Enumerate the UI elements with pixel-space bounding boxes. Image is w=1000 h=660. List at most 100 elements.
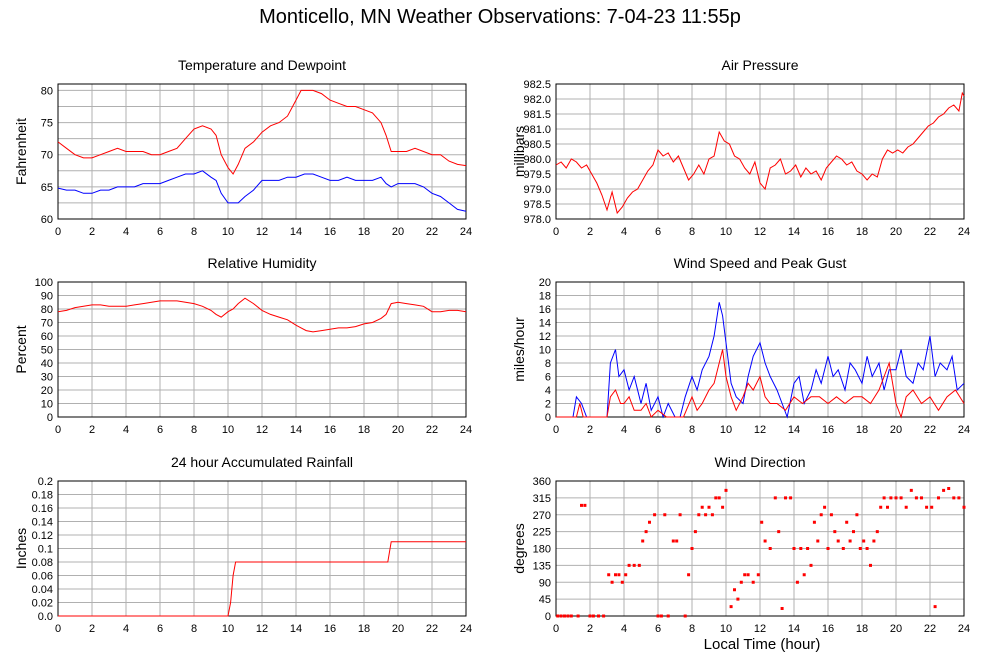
rain-xtick-label: 8 xyxy=(191,623,197,635)
direction-point xyxy=(848,539,852,543)
wind-xtick-label: 18 xyxy=(856,424,868,436)
temp-series-line-0 xyxy=(57,89,467,175)
direction-point xyxy=(852,530,855,534)
direction-xtick-label: 6 xyxy=(655,623,661,635)
direction-point xyxy=(784,496,787,500)
direction-point xyxy=(710,513,714,517)
direction-point xyxy=(576,614,580,618)
direction-point xyxy=(823,505,827,509)
temp-ytick-label: 80 xyxy=(41,85,53,97)
direction-point xyxy=(627,563,631,567)
rain-ytick-label: 0.18 xyxy=(32,490,53,502)
direction-xtick-label: 18 xyxy=(856,623,868,635)
direction-title: Wind Direction xyxy=(714,454,805,470)
pressure-title: Air Pressure xyxy=(721,57,798,73)
rain-ytick-label: 0.08 xyxy=(32,557,53,569)
direction-ylabel: degrees xyxy=(511,523,527,574)
pressure-ytick-label: 982.5 xyxy=(523,79,551,91)
direction-xtick-label: 12 xyxy=(754,623,766,635)
direction-point xyxy=(879,505,883,509)
direction-point xyxy=(620,580,624,584)
direction-point xyxy=(632,563,636,567)
pressure-xtick-label: 14 xyxy=(788,226,800,238)
direction-point xyxy=(563,614,566,618)
pressure-xtick-label: 2 xyxy=(587,226,593,238)
direction-point xyxy=(920,496,923,500)
rain-series-line-0 xyxy=(58,541,466,617)
pressure-frame xyxy=(555,83,965,220)
direction-point xyxy=(714,496,718,500)
direction-frame xyxy=(555,480,965,617)
direction-ytick-label: 360 xyxy=(533,476,551,488)
direction-point xyxy=(760,520,764,524)
direction-point xyxy=(763,539,767,543)
direction-point xyxy=(591,614,595,618)
direction-point xyxy=(617,573,621,577)
direction-point xyxy=(862,539,866,543)
direction-point xyxy=(855,513,859,517)
humidity-ytick-label: 10 xyxy=(41,399,53,411)
wind-ytick-label: 10 xyxy=(539,345,551,357)
temp-title: Temperature and Dewpoint xyxy=(178,57,346,73)
direction-point xyxy=(700,505,704,509)
humidity-ylabel: Percent xyxy=(13,325,29,373)
wind-ytick-label: 4 xyxy=(545,385,551,397)
direction-point xyxy=(780,607,784,610)
direction-ytick-label: 315 xyxy=(533,493,551,505)
direction-xtick-label: 16 xyxy=(822,623,834,635)
direction-point xyxy=(721,505,725,509)
direction-point xyxy=(894,496,898,500)
direction-ytick-label: 180 xyxy=(533,544,551,556)
humidity-xtick-label: 12 xyxy=(256,424,268,436)
direction-point xyxy=(693,530,697,534)
humidity-ytick-label: 0 xyxy=(47,412,53,424)
rain-xtick-label: 0 xyxy=(55,623,61,635)
rain-xtick-label: 10 xyxy=(222,623,234,635)
wind-xtick-label: 6 xyxy=(655,424,661,436)
direction-point xyxy=(773,496,777,500)
direction-point xyxy=(743,573,747,577)
humidity-xtick-label: 18 xyxy=(358,424,370,436)
rain-xtick-label: 24 xyxy=(460,623,472,635)
rain-xtick-label: 18 xyxy=(358,623,370,635)
direction-point xyxy=(957,496,961,500)
humidity-ytick-label: 30 xyxy=(41,372,53,384)
humidity-frame xyxy=(57,281,467,418)
wind-xtick-label: 4 xyxy=(621,424,627,436)
humidity-series-line-0 xyxy=(57,297,467,333)
humidity-ytick-label: 60 xyxy=(41,331,53,343)
direction-point xyxy=(675,539,679,543)
direction-point xyxy=(858,547,862,550)
direction-point xyxy=(690,547,694,550)
direction-ytick-label: 135 xyxy=(533,560,551,572)
direction-point xyxy=(802,573,806,577)
wind-xtick-label: 12 xyxy=(754,424,766,436)
direction-point xyxy=(614,573,617,577)
wind-xtick-label: 0 xyxy=(553,424,559,436)
pressure-xtick-label: 24 xyxy=(958,226,970,238)
direction-point xyxy=(826,547,830,550)
direction-point xyxy=(925,505,929,509)
wind-ytick-label: 8 xyxy=(545,358,551,370)
temp-xtick-label: 18 xyxy=(358,226,370,238)
direction-point xyxy=(644,530,648,534)
rain-ytick-label: 0.12 xyxy=(32,530,53,542)
direction-point xyxy=(687,573,691,577)
direction-xtick-label: 8 xyxy=(689,623,695,635)
humidity-xtick-label: 14 xyxy=(290,424,302,436)
direction-point xyxy=(875,530,879,534)
pressure-ytick-label: 979.0 xyxy=(523,184,551,196)
humidity-xtick-label: 8 xyxy=(191,424,197,436)
rain-ytick-label: 0.1 xyxy=(38,544,53,556)
pressure-ytick-label: 981.0 xyxy=(523,124,551,136)
pressure-xtick-label: 0 xyxy=(553,226,559,238)
direction-ytick-label: 45 xyxy=(539,594,551,606)
x-axis-label: Local Time (hour) xyxy=(703,636,821,653)
wind-xtick-label: 8 xyxy=(689,424,695,436)
wind-ytick-label: 6 xyxy=(545,372,551,384)
rain-xtick-label: 14 xyxy=(290,623,302,635)
direction-point xyxy=(678,513,682,517)
